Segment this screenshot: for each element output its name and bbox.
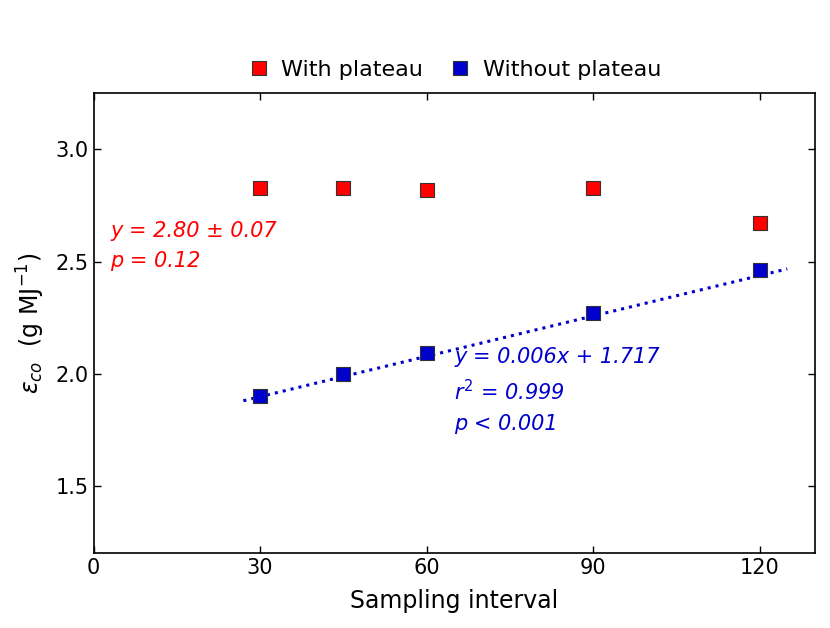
Y-axis label: $\varepsilon_{co}$  (g MJ$^{-1}$): $\varepsilon_{co}$ (g MJ$^{-1}$) — [15, 252, 47, 394]
Text: y = 2.80 ± 0.07
p = 0.12: y = 2.80 ± 0.07 p = 0.12 — [110, 221, 276, 271]
With plateau — [420, 185, 433, 195]
Without plateau — [253, 391, 266, 401]
X-axis label: Sampling interval: Sampling interval — [350, 589, 559, 613]
Without plateau — [420, 349, 433, 359]
Without plateau — [586, 308, 599, 318]
Legend: With plateau, Without plateau: With plateau, Without plateau — [238, 49, 670, 89]
With plateau — [753, 219, 766, 229]
Without plateau — [337, 369, 350, 379]
Text: y = 0.006x + 1.717
$r^2$ = 0.999
p < 0.001: y = 0.006x + 1.717 $r^2$ = 0.999 p < 0.0… — [454, 347, 660, 434]
With plateau — [586, 183, 599, 193]
With plateau — [337, 183, 350, 193]
With plateau — [253, 183, 266, 193]
Without plateau — [753, 266, 766, 276]
